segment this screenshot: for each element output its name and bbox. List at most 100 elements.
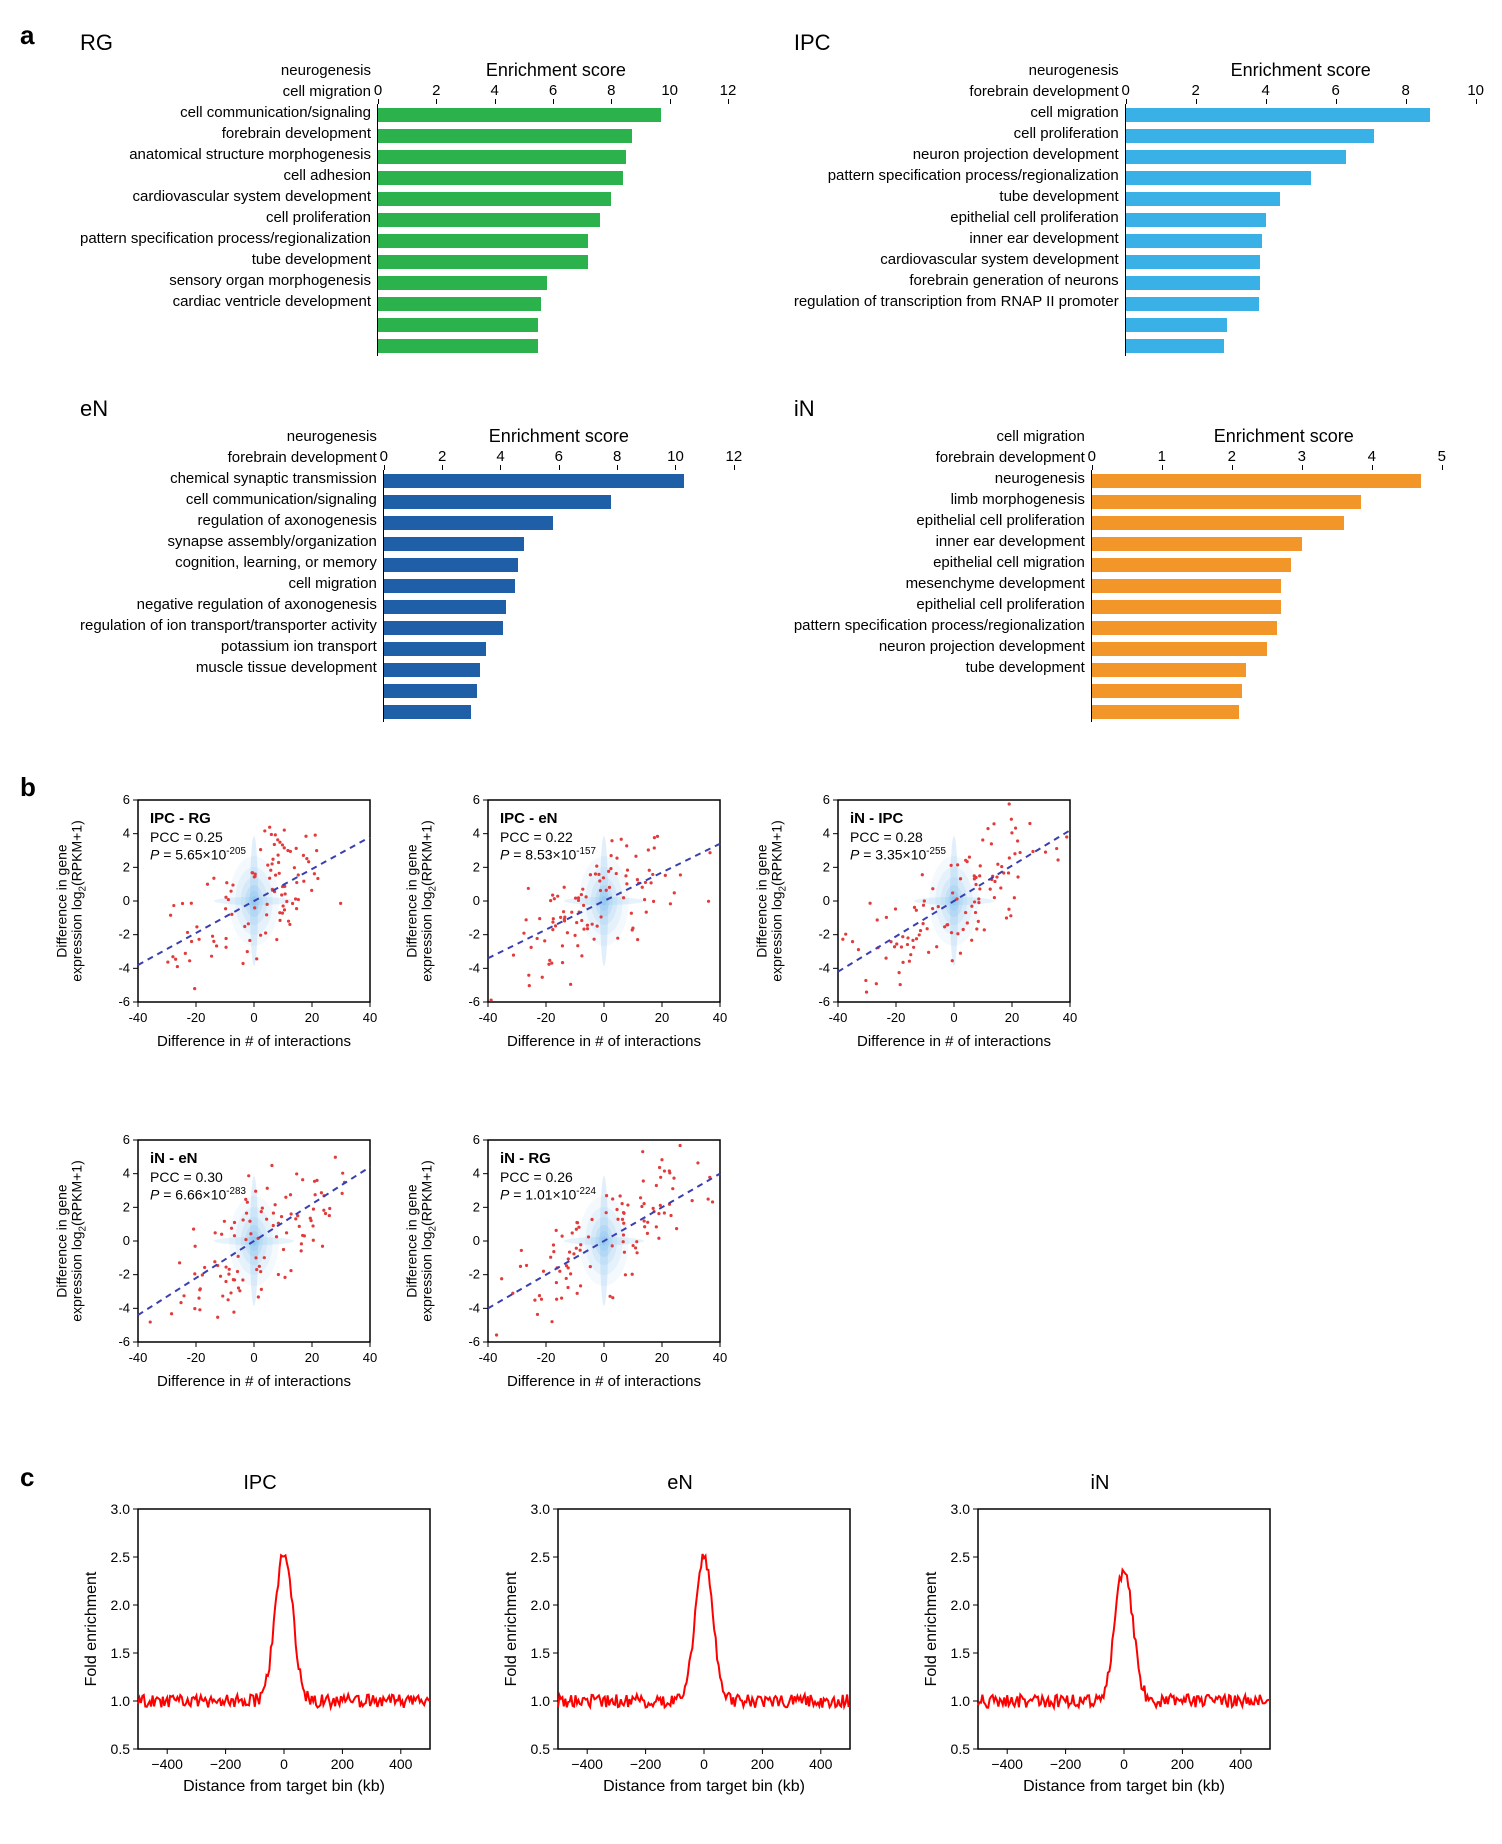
bar-row bbox=[384, 680, 734, 701]
bar-rect bbox=[1126, 276, 1261, 290]
scatter-annotation: iN - IPCPCC = 0.28P = 3.35×10-255 bbox=[850, 810, 946, 864]
x-tick-label: 10 bbox=[667, 448, 684, 465]
bar-rect bbox=[384, 684, 477, 698]
x-axis-label: Difference in # of interactions bbox=[857, 1033, 1051, 1050]
x-axis-label: Difference in # of interactions bbox=[157, 1373, 351, 1390]
bar-row bbox=[384, 638, 734, 659]
scatter-title: iN - eN bbox=[150, 1150, 246, 1169]
x-tick-label: 200 bbox=[331, 1756, 355, 1772]
x-tick-label: 0 bbox=[250, 1010, 257, 1025]
bar-category-label: neurogenesis bbox=[995, 468, 1085, 489]
bar-rect bbox=[384, 537, 524, 551]
bar-rect bbox=[1092, 705, 1239, 719]
bar-row bbox=[1092, 554, 1476, 575]
bar-rect bbox=[384, 516, 553, 530]
scatter-annotation: IPC - RGPCC = 0.25P = 5.65×10-205 bbox=[150, 810, 246, 864]
bar-row bbox=[384, 470, 734, 491]
x-tick-label: 0 bbox=[1122, 82, 1130, 99]
bar-category-label: cell proliferation bbox=[266, 207, 371, 228]
bar-rect bbox=[1092, 558, 1292, 572]
x-tick-label: 0 bbox=[600, 1010, 607, 1025]
x-tick-label: 200 bbox=[751, 1756, 775, 1772]
y-tick-label: 2 bbox=[473, 859, 480, 874]
scatter-pcc: PCC = 0.25 bbox=[150, 829, 246, 847]
y-tick-label: 0 bbox=[123, 1233, 130, 1248]
x-tick-label: 2 bbox=[1228, 448, 1236, 465]
bar-rect bbox=[378, 318, 538, 332]
bar-rect bbox=[378, 108, 661, 122]
bar-rect bbox=[384, 705, 472, 719]
y-axis-label: Difference in geneexpression log2(RPKM+1… bbox=[405, 1160, 440, 1321]
bar-rect bbox=[384, 474, 684, 488]
scatter-title: IPC - eN bbox=[500, 810, 596, 829]
enrichment-curve bbox=[978, 1570, 1270, 1708]
bar-row bbox=[1126, 314, 1476, 335]
bar-category-label: inner ear development bbox=[969, 228, 1118, 249]
enrichment-line-plot: iN−400−20002004000.51.01.52.02.53.0Dista… bbox=[920, 1472, 1280, 1804]
y-tick-label: -4 bbox=[818, 960, 830, 975]
bar-rect bbox=[1092, 537, 1302, 551]
x-tick-label: 0 bbox=[374, 82, 382, 99]
x-tick-label: 5 bbox=[1438, 448, 1446, 465]
y-tick-label: 4 bbox=[123, 826, 130, 841]
scatter-pval: P = 1.01×10-224 bbox=[500, 1186, 596, 1204]
bar-row bbox=[1092, 596, 1476, 617]
x-tick-label: −400 bbox=[991, 1756, 1023, 1772]
bar-category-label: pattern specification process/regionaliz… bbox=[80, 228, 371, 249]
x-tick-label: 20 bbox=[1005, 1010, 1019, 1025]
bar-rect bbox=[378, 276, 547, 290]
x-tick-label: -20 bbox=[187, 1010, 206, 1025]
x-tick-label: −400 bbox=[571, 1756, 603, 1772]
bar-row bbox=[378, 188, 734, 209]
y-tick-label: 6 bbox=[473, 792, 480, 807]
bar-category-label: pattern specification process/regionaliz… bbox=[794, 615, 1085, 636]
bar-row bbox=[1092, 512, 1476, 533]
y-tick-label: 0.5 bbox=[111, 1741, 131, 1757]
x-tick-label: 8 bbox=[607, 82, 615, 99]
bar-row bbox=[1126, 104, 1476, 125]
bar-row bbox=[384, 617, 734, 638]
x-tick-label: 0 bbox=[1088, 448, 1096, 465]
y-tick-label: 1.0 bbox=[111, 1693, 131, 1709]
y-axis-label: Difference in geneexpression log2(RPKM+1… bbox=[755, 820, 790, 981]
y-tick-label: 6 bbox=[473, 1132, 480, 1147]
bar-row bbox=[384, 575, 734, 596]
x-axis-label: Difference in # of interactions bbox=[157, 1033, 351, 1050]
bar-category-label: tube development bbox=[999, 186, 1118, 207]
bar-rect bbox=[378, 171, 623, 185]
x-tick-label: −200 bbox=[210, 1756, 242, 1772]
scatter-pcc: PCC = 0.28 bbox=[850, 829, 946, 847]
bar-rect bbox=[378, 234, 588, 248]
scatter-plot: -40-2002040-6-4-20246Difference in # of … bbox=[430, 782, 730, 1082]
x-tick-label: 4 bbox=[496, 448, 504, 465]
scatter-title: IPC - RG bbox=[150, 810, 246, 829]
y-tick-label: 1.0 bbox=[951, 1693, 971, 1709]
bar-category-label: muscle tissue development bbox=[196, 657, 377, 678]
barchart-title: iN bbox=[794, 396, 1476, 422]
scatter-plot: -40-2002040-6-4-20246Difference in # of … bbox=[80, 1122, 380, 1422]
scatter-plot: -40-2002040-6-4-20246Difference in # of … bbox=[80, 782, 380, 1082]
y-tick-label: 1.5 bbox=[111, 1645, 131, 1661]
bar-category-label: limb morphogenesis bbox=[951, 489, 1085, 510]
bar-category-label: neurogenesis bbox=[281, 60, 371, 81]
x-tick-label: 0 bbox=[280, 1756, 288, 1772]
x-tick-label: 10 bbox=[661, 82, 678, 99]
panel-label-a: a bbox=[20, 20, 34, 51]
bar-rect bbox=[1126, 129, 1375, 143]
x-tick-label: 6 bbox=[549, 82, 557, 99]
bar-rect bbox=[378, 255, 588, 269]
bar-rect bbox=[1126, 297, 1259, 311]
panel-label-b: b bbox=[20, 772, 36, 803]
y-tick-label: -4 bbox=[468, 960, 480, 975]
bar-rect bbox=[1092, 579, 1281, 593]
bar-category-label: epithelial cell migration bbox=[933, 552, 1085, 573]
bar-rect bbox=[1092, 684, 1243, 698]
x-tick-label: -40 bbox=[829, 1010, 848, 1025]
bar-category-label: forebrain development bbox=[969, 81, 1118, 102]
panel-c: IPC−400−20002004000.51.01.52.02.53.0Dist… bbox=[80, 1472, 1462, 1804]
panel-label-c: c bbox=[20, 1462, 34, 1493]
x-tick-label: 6 bbox=[1332, 82, 1340, 99]
x-tick-label: 400 bbox=[1229, 1756, 1253, 1772]
scatter-pval: P = 6.66×10-283 bbox=[150, 1186, 246, 1204]
x-axis-label: Distance from target bin (kb) bbox=[603, 1778, 805, 1795]
